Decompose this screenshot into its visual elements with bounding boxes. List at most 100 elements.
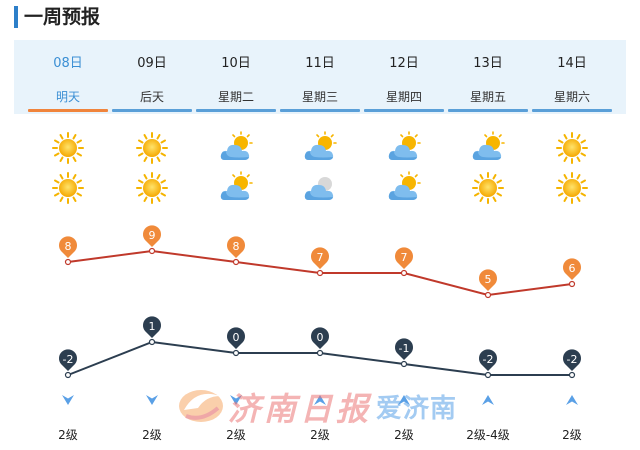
high-temp-label: 6 [569, 262, 576, 275]
low-temp-marker [58, 349, 77, 371]
day-name: 星期四 [385, 90, 422, 104]
day-underline [112, 109, 192, 112]
day-tab-4[interactable]: 12日星期四 [362, 40, 446, 114]
day-date: 12日 [389, 56, 419, 71]
wind-level: 2级-4级 [466, 428, 510, 442]
day-name: 星期二 [217, 90, 254, 104]
day-date: 11日 [305, 56, 335, 71]
logo-mark-icon [179, 390, 223, 422]
newspaper-logo-watermark: 济南日报 爱济南 [176, 380, 496, 428]
header-bar: 一周预报 [0, 0, 640, 38]
wind-arrow-up-icon [481, 392, 495, 406]
day-date: 14日 [557, 56, 587, 71]
sun-icon [470, 170, 506, 206]
sun-icon [50, 130, 86, 166]
day-underline [196, 109, 276, 112]
low-temp-label: -2 [63, 353, 74, 366]
partly-cloudy-icon [302, 130, 338, 166]
wind-level: 2级 [310, 428, 330, 442]
wind-level: 2级 [394, 428, 414, 442]
partly-cloudy-icon [386, 170, 422, 206]
day-tabs-background [14, 40, 626, 114]
low-temp-marker [395, 338, 413, 360]
watermark-text-jinan-daily: 济南日报 [228, 390, 373, 428]
partly-cloudy-icon [218, 130, 254, 166]
page-title: 一周预报 [24, 6, 101, 28]
day-name: 星期三 [301, 90, 338, 104]
high-temp-point [316, 269, 324, 277]
day-tab-2[interactable]: 10日星期二 [194, 40, 278, 114]
day-date: 09日 [137, 56, 167, 71]
sun-icon [50, 170, 86, 206]
wind-arrow-down-icon [229, 392, 243, 406]
wind-arrow-down-icon [61, 392, 75, 406]
high-temp-point [400, 269, 408, 277]
day-name: 星期六 [553, 90, 590, 104]
wind-arrow-up-icon [397, 392, 411, 406]
high-temp-marker [395, 247, 414, 269]
high-temp-marker [311, 247, 329, 269]
low-temp-label: -2 [567, 353, 578, 366]
day-date: 08日 [53, 56, 83, 71]
sun-icon [554, 130, 590, 166]
low-temp-point [484, 371, 492, 379]
wind-arrow-down-icon [145, 392, 159, 406]
high-temp-marker [227, 236, 245, 258]
day-name: 明天 [55, 90, 80, 104]
day-date: 10日 [221, 56, 251, 71]
wind-arrow-up-icon [313, 392, 327, 406]
high-temp-label: 8 [233, 240, 240, 253]
high-temp-marker [143, 225, 161, 247]
day-tab-0[interactable]: 08日明天 [26, 40, 110, 114]
low-temp-point [316, 349, 324, 357]
title-accent-bar [14, 6, 18, 28]
day-tab-6[interactable]: 14日星期六 [530, 40, 614, 114]
wind-level: 2级 [142, 428, 162, 442]
day-underline [532, 109, 612, 112]
day-underline [28, 109, 108, 112]
low-temp-point [232, 349, 240, 357]
low-temp-label: -1 [399, 342, 410, 355]
day-tab-3[interactable]: 11日星期三 [278, 40, 362, 114]
low-temp-label: 0 [317, 331, 324, 344]
high-temp-point [64, 258, 72, 266]
low-temp-marker [563, 349, 582, 371]
high-temp-point [484, 291, 492, 299]
wind-level: 2级 [58, 428, 78, 442]
high-temp-label: 8 [65, 240, 72, 253]
low-temp-marker [311, 327, 329, 349]
wind-level: 2级 [562, 428, 582, 442]
sun-icon [134, 130, 170, 166]
low-temp-marker [479, 349, 497, 371]
high-temp-point [148, 247, 156, 255]
low-temp-label: 1 [149, 320, 156, 333]
high-temp-label: 5 [485, 273, 492, 286]
high-temp-marker [479, 269, 497, 291]
low-temp-point [148, 338, 156, 346]
day-underline [280, 109, 360, 112]
partly-cloudy-icon [386, 130, 422, 166]
day-name: 后天 [139, 90, 164, 104]
partly-cloudy-icon [218, 170, 254, 206]
day-date: 13日 [473, 56, 503, 71]
wind-arrow-up-icon [565, 392, 579, 406]
cloudy-night-icon [302, 170, 338, 206]
high-temp-marker [563, 258, 581, 280]
high-temp-point [568, 280, 576, 288]
low-temp-label: 0 [233, 331, 240, 344]
sun-icon [134, 170, 170, 206]
partly-cloudy-icon [470, 130, 506, 166]
day-underline [364, 109, 444, 112]
low-temp-marker [227, 327, 245, 349]
low-temp-marker [143, 316, 161, 338]
high-temp-point [232, 258, 240, 266]
low-temp-point [400, 360, 408, 368]
high-temp-marker [58, 236, 77, 258]
day-tab-5[interactable]: 13日星期五 [446, 40, 530, 114]
low-temp-point [64, 371, 72, 379]
day-tab-1[interactable]: 09日后天 [110, 40, 194, 114]
day-name: 星期五 [469, 90, 506, 104]
wind-level: 2级 [226, 428, 246, 442]
sun-icon [554, 170, 590, 206]
watermark-text-ai-jinan: 爱济南 [376, 394, 458, 424]
